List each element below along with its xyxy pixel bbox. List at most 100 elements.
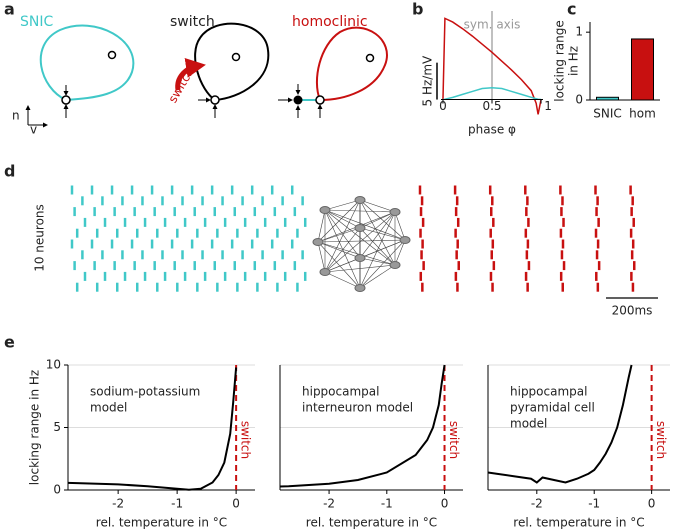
network-edge [359,199,406,241]
x-axis-label: rel. temperature in °C [306,516,437,530]
network-edge [324,199,361,273]
x-tick-label: -1 [381,497,393,511]
fixed-point [293,95,303,105]
x-tick-label: 0.5 [482,99,501,113]
diagram-title: homoclinic [292,14,368,30]
network-edge [324,271,361,289]
network-edge [317,209,326,243]
network-edge [359,227,396,266]
fixed-point [107,50,117,60]
series-line [279,364,446,488]
fixed-point [315,95,325,105]
x-tick-label: 0 [648,497,656,511]
network-edge [317,239,406,243]
panel-label: d [4,162,15,181]
network-edge [317,227,361,243]
y-tick-label: 0 [575,93,583,107]
x-axis-label: phase φ [468,123,516,137]
series-line [442,17,542,115]
fixed-point [210,95,220,105]
panel-label: b [412,0,423,19]
network-edge [359,211,396,259]
annotation: sym. axis [464,18,521,32]
homoclinic-orbit [316,26,388,101]
diagram-title: switch [170,14,215,30]
x-tick-label: -1 [588,497,600,511]
scale-bar-label: 5 Hz/mV [421,55,435,107]
switch-label: switch [239,421,253,459]
network-edge [324,257,361,273]
network-node [354,196,366,204]
y-tick-label: 0 [53,483,61,497]
y-tick-label: 5 [53,420,61,434]
y-axis-label: locking range [553,20,567,102]
network-edge [359,264,396,289]
x-tick-label: -1 [171,497,183,511]
y-tick-label: 10 [46,358,61,372]
y-axis-label: locking range in Hz [28,370,42,485]
x-axis-label: rel. temperature in °C [96,516,227,530]
network-edge [359,239,406,259]
x-axis-label: rel. temperature in °C [513,516,644,530]
annotation: hippocampal [302,385,379,399]
network-node [389,261,401,269]
bar [631,38,654,101]
network-edge [317,241,326,273]
panel-label: c [567,0,576,19]
network-node [354,254,366,262]
series-line [442,86,542,101]
panel-label: e [4,333,15,352]
network-edge [317,241,361,259]
annotation: model [90,401,127,415]
switch-label: switch [447,421,461,459]
network-node [399,236,411,244]
switch-arrow [175,57,206,91]
scale-bar-label: 200ms [612,304,653,318]
fixed-point [231,52,241,62]
y-axis-label: in Hz [567,46,581,76]
network-node [319,268,331,276]
annotation: interneuron model [302,401,413,415]
network-edge [359,211,396,229]
panel-label: a [4,0,15,19]
fixed-point [365,53,375,63]
panel-a: SNIC switch homoclinic n v switch [12,14,388,137]
limit-cycle [39,24,135,101]
fixed-point [61,95,71,105]
network-edge [324,209,361,229]
network-edge [394,239,406,266]
network-node [354,284,366,292]
annotation: hippocampal [510,385,587,399]
network-edge [359,227,406,241]
y-tick-label: 1 [575,25,583,39]
arrow-label: switch [166,65,197,105]
network-edge [359,199,396,213]
x-tick-label: 0 [439,99,447,113]
x-tick-label: -2 [112,497,124,511]
x-tick-label: hom [629,107,656,121]
network-edge [359,257,396,266]
network-edge [324,199,361,211]
x-tick-label: 0 [441,497,449,511]
network-node [312,238,324,246]
x-tick-label: 0 [232,497,240,511]
network-node [354,224,366,232]
network-edge [317,241,361,289]
network-edge [359,211,396,289]
network-edge [317,199,361,243]
limit-cycle [194,22,270,101]
raster-ylabel: 10 neurons [33,204,47,272]
annotation: sodium-potassium [90,385,200,399]
switch-label: switch [654,421,668,459]
network-edge [359,239,406,289]
network-node [319,206,331,214]
network-edge [324,209,361,289]
x-tick-label: 1 [544,99,552,113]
x-tick-label: -2 [323,497,335,511]
axis-label: v [30,123,37,137]
diagram-title: SNIC [20,14,53,30]
x-tick-label: -2 [531,497,543,511]
series-line [487,364,633,484]
network-edge [317,241,396,266]
